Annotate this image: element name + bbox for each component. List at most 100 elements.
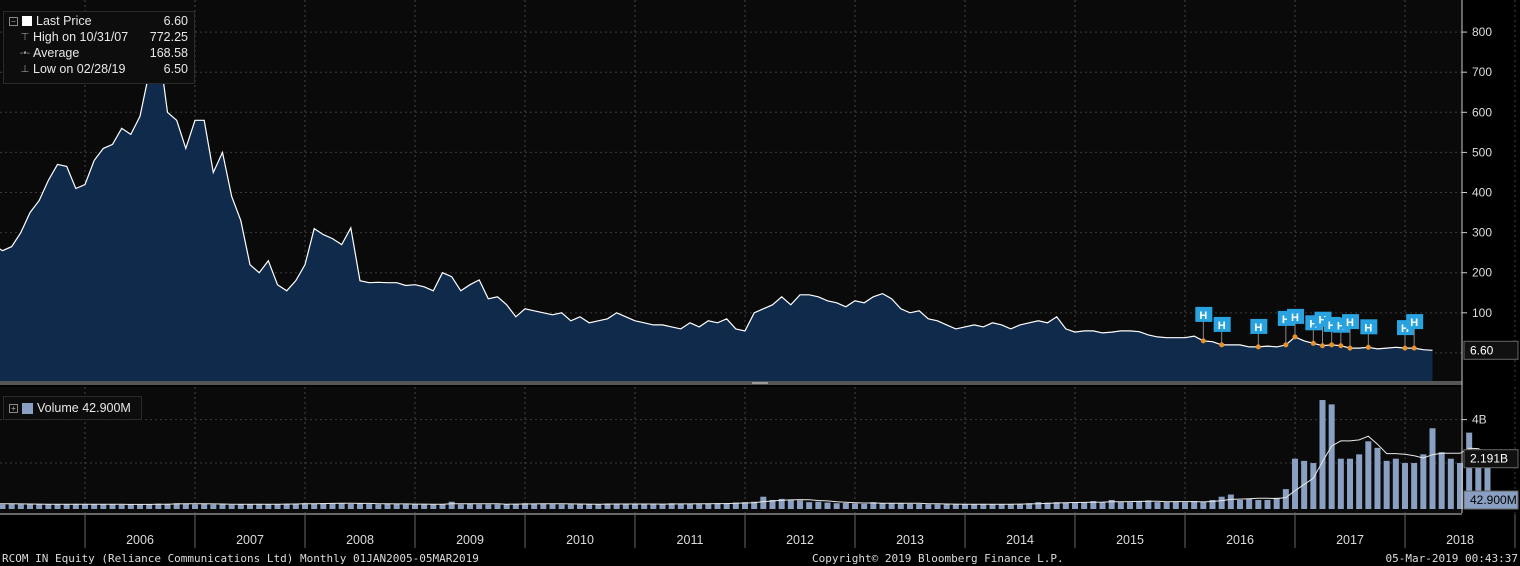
volume-bar (347, 503, 354, 509)
price-tick-label: 700 (1472, 65, 1492, 79)
volume-bar (192, 504, 198, 509)
volume-bar (540, 503, 547, 509)
volume-bar (1209, 499, 1216, 509)
volume-bar (659, 503, 666, 509)
event-marker (1406, 314, 1424, 330)
volume-panel (0, 387, 1462, 513)
volume-bar (402, 504, 409, 509)
volume-bar (558, 504, 565, 509)
legend-row-last-price: − Last Price 6.60 (4, 13, 194, 29)
volume-bar (1108, 499, 1115, 509)
volume-bar (1365, 441, 1372, 509)
event-marker (1250, 318, 1268, 334)
volume-bar (1475, 456, 1482, 509)
volume-bar (916, 503, 923, 509)
price-tick-label: 500 (1472, 145, 1492, 159)
event-dot (1329, 342, 1335, 348)
volume-bar (430, 504, 437, 509)
legend-value: 6.50 (163, 62, 188, 76)
volume-bar (72, 503, 79, 509)
volume-bar (567, 504, 574, 509)
volume-bar (503, 504, 510, 509)
last-price-tag-box (1463, 340, 1519, 360)
event-dot (1255, 344, 1261, 350)
volume-bar (1466, 432, 1473, 509)
volume-bar (1007, 504, 1014, 509)
volume-bar (1163, 502, 1170, 509)
volume-bar (632, 503, 638, 509)
volume-bar (1264, 499, 1271, 509)
volume-bar (1062, 502, 1069, 509)
price-tick-label: 200 (1472, 266, 1492, 280)
volume-bar (421, 504, 428, 509)
volume-bar (650, 504, 657, 509)
volume-bar (962, 504, 968, 509)
year-tick-label: 2016 (1226, 533, 1254, 547)
volume-bar (1154, 502, 1161, 509)
volume-bar (778, 498, 785, 509)
volume-bar (1237, 499, 1243, 509)
year-tick-label: 2012 (786, 533, 814, 547)
last-volume-tag: 42.900M (1470, 493, 1517, 507)
panel-resize-handle (752, 382, 768, 384)
legend-value: 168.58 (149, 46, 188, 60)
volume-bar (91, 504, 98, 509)
event-marker-label: H (1410, 317, 1418, 329)
volume-bar (17, 504, 24, 509)
legend-value: 42.900M (82, 401, 131, 415)
legend-row-average: -•- Average 168.58 (4, 45, 194, 61)
volume-average-tag-box (1463, 449, 1519, 469)
volume-bar (1218, 496, 1225, 509)
legend-label: Low on 02/28/19 (33, 62, 126, 76)
price-tick-label: 300 (1472, 226, 1492, 240)
value-tags: 6.60 2.191B 42.900M (1463, 340, 1519, 510)
year-tick-label: 2006 (126, 533, 154, 547)
volume-bar (1053, 502, 1060, 509)
volume-bar (36, 504, 43, 509)
volume-bar (522, 503, 528, 509)
legend-row-volume: + Volume 42.900M (4, 397, 141, 419)
volume-bar (393, 504, 400, 509)
volume-bar (1484, 456, 1491, 509)
volume-bar (723, 503, 730, 509)
volume-bar (302, 503, 308, 509)
volume-bar (265, 504, 272, 509)
volume-bar (760, 496, 767, 509)
price-tick-label: 800 (1472, 25, 1492, 39)
volume-bar (457, 504, 464, 509)
volume-bar (82, 504, 88, 509)
event-dot (1347, 345, 1353, 351)
volume-bar (577, 503, 583, 509)
collapse-icon[interactable]: − (9, 16, 18, 26)
volume-bar (815, 501, 822, 509)
legend-label: Last Price (36, 14, 92, 28)
volume-bar (237, 504, 244, 509)
volume-bar (971, 504, 978, 509)
volume-average-line (0, 435, 1498, 505)
volume-bar (687, 504, 693, 509)
event-marker (1213, 316, 1231, 332)
volume-bar (384, 503, 391, 509)
volume-bar (879, 503, 886, 509)
volume-bar (1292, 458, 1298, 509)
volume-bar (439, 504, 446, 509)
volume-bar (164, 503, 171, 509)
white-square-icon (22, 16, 32, 26)
volume-bar (1072, 502, 1078, 509)
volume-bar (173, 503, 180, 509)
x-axis-band (0, 515, 1462, 548)
volume-bar (677, 503, 684, 509)
volume-bar (512, 503, 519, 509)
volume-bars (0, 400, 1500, 509)
volume-bar (357, 503, 363, 509)
volume-bar (494, 504, 501, 509)
volume-bar (274, 504, 281, 509)
volume-bar (137, 504, 143, 509)
expand-icon[interactable]: + (9, 403, 18, 413)
volume-bar (952, 504, 959, 509)
volume-bar (1356, 454, 1363, 509)
volume-bar (1017, 503, 1023, 509)
volume-bar (311, 503, 318, 509)
volume-bar (1374, 447, 1381, 509)
